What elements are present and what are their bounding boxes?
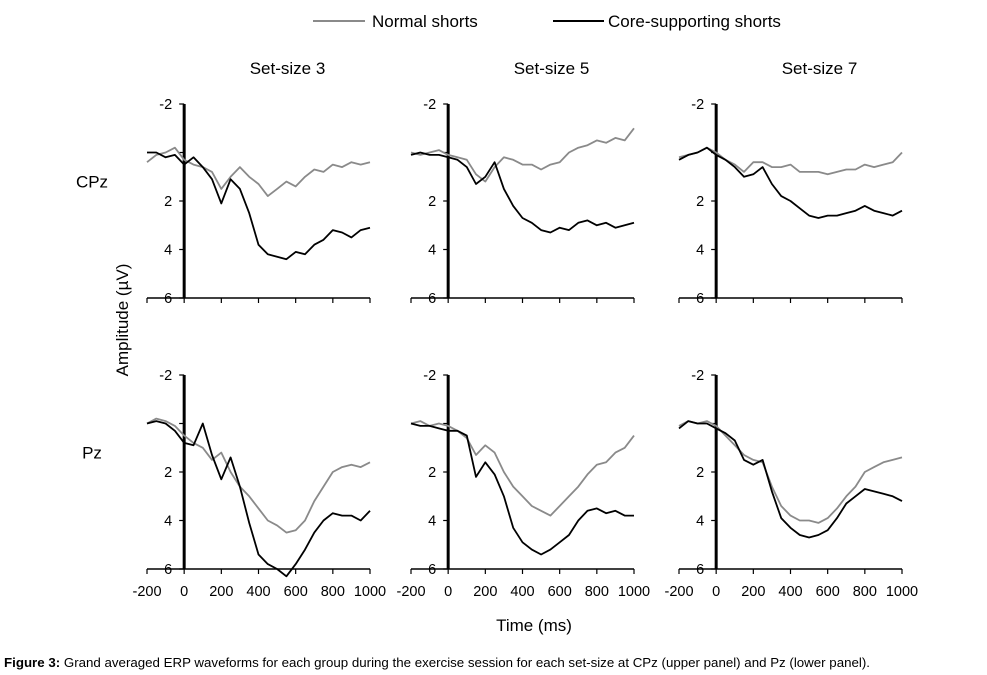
- y-tick-label: 2: [696, 465, 704, 481]
- waveform-core-supporting-shorts: [147, 151, 371, 261]
- row-label: CPz: [76, 173, 108, 192]
- y-tick-label: 6: [696, 562, 704, 578]
- y-tick-label: 2: [428, 465, 436, 481]
- panel-pz-set-size-5: -200 0 200 400 600 800 1000 -2 2 4 6: [396, 368, 650, 600]
- y-tick-label: -2: [691, 368, 704, 384]
- panel-cpz-set-size-5: -2 2 4 6 Set-size 5: [410, 59, 635, 307]
- waveform-normal-shorts: [146, 146, 371, 198]
- y-tick-label: 4: [428, 243, 436, 259]
- x-tick-label: 400: [246, 584, 270, 600]
- x-tick-label: 600: [816, 584, 840, 600]
- caption-text: Grand averaged ERP waveforms for each gr…: [60, 655, 870, 670]
- waveform-core-supporting-shorts: [678, 420, 903, 539]
- row-label: Pz: [82, 444, 102, 463]
- waveform-normal-shorts: [146, 417, 371, 534]
- y-tick-label: 4: [696, 243, 704, 259]
- legend-label-normal-shorts: Normal shorts: [372, 12, 478, 31]
- panel-cpz-set-size-7: -2 2 4 6 Set-size 7: [678, 59, 903, 307]
- column-title: Set-size 7: [782, 59, 858, 78]
- y-tick-label: 4: [164, 514, 172, 530]
- x-tick-label: 800: [585, 584, 609, 600]
- y-axis-title: Amplitude (µV): [113, 264, 132, 377]
- waveform-normal-shorts: [678, 420, 903, 524]
- x-axis-title: Time (ms): [496, 616, 572, 635]
- x-tick-label: 0: [712, 584, 720, 600]
- y-tick-label: 6: [428, 291, 436, 307]
- y-tick-label: 2: [164, 465, 172, 481]
- y-tick-label: 2: [164, 194, 172, 210]
- x-tick-label: 600: [284, 584, 308, 600]
- x-tick-label: 0: [444, 584, 452, 600]
- x-tick-label: 800: [321, 584, 345, 600]
- x-tick-label: -200: [396, 584, 425, 600]
- waveform-normal-shorts: [410, 127, 635, 183]
- x-tick-label: 200: [741, 584, 765, 600]
- caption-label: Figure 3:: [4, 655, 61, 670]
- y-tick-label: -2: [423, 368, 436, 384]
- y-tick-label: 6: [164, 562, 172, 578]
- x-tick-label: -200: [132, 584, 161, 600]
- x-tick-label: 600: [548, 584, 572, 600]
- panel-cpz-set-size-3: -2 2 4 6 Set-size 3 CPz: [76, 59, 371, 307]
- column-title: Set-size 5: [514, 59, 590, 78]
- x-tick-label: 400: [778, 584, 802, 600]
- panel-pz-set-size-3: -200 0 200 400 600 800 1000 -2 2 4 6 Pz: [82, 368, 386, 600]
- y-tick-label: -2: [691, 97, 704, 113]
- erp-figure: Normal shorts Core-supporting shorts Amp…: [76, 12, 918, 635]
- waveform-core-supporting-shorts: [678, 146, 903, 219]
- x-tick-label: -200: [664, 584, 693, 600]
- waveform-core-supporting-shorts: [410, 151, 635, 234]
- legend: Normal shorts Core-supporting shorts: [313, 12, 781, 31]
- x-tick-label: 200: [209, 584, 233, 600]
- x-tick-label: 800: [853, 584, 877, 600]
- panel-grid: -2 2 4 6 Set-size 3 CPz -2 2 4 6 Set-size 5 -2 2 4 6 Se…: [76, 59, 918, 600]
- y-tick-label: -2: [159, 97, 172, 113]
- y-tick-label: 2: [428, 194, 436, 210]
- waveform-core-supporting-shorts: [146, 420, 371, 578]
- y-tick-label: 6: [696, 291, 704, 307]
- waveform-core-supporting-shorts: [410, 422, 634, 556]
- y-tick-label: -2: [159, 368, 172, 384]
- y-tick-label: 6: [428, 562, 436, 578]
- y-tick-label: 4: [696, 514, 704, 530]
- y-tick-label: 2: [696, 194, 704, 210]
- figure-caption: Figure 3: Grand averaged ERP waveforms f…: [4, 655, 870, 670]
- x-tick-label: 200: [473, 584, 497, 600]
- y-tick-label: 4: [164, 243, 172, 259]
- x-tick-label: 0: [180, 584, 188, 600]
- legend-label-core-supporting-shorts: Core-supporting shorts: [608, 12, 781, 31]
- waveform-normal-shorts: [678, 146, 903, 176]
- waveform-normal-shorts: [410, 420, 635, 517]
- x-tick-label: 1000: [354, 584, 386, 600]
- y-tick-label: -2: [423, 97, 436, 113]
- x-tick-label: 1000: [886, 584, 918, 600]
- panel-pz-set-size-7: -200 0 200 400 600 800 1000 -2 2 4 6: [664, 368, 918, 600]
- x-tick-label: 1000: [618, 584, 650, 600]
- y-tick-label: 6: [164, 291, 172, 307]
- x-tick-label: 400: [510, 584, 534, 600]
- y-tick-label: 4: [428, 514, 436, 530]
- column-title: Set-size 3: [250, 59, 326, 78]
